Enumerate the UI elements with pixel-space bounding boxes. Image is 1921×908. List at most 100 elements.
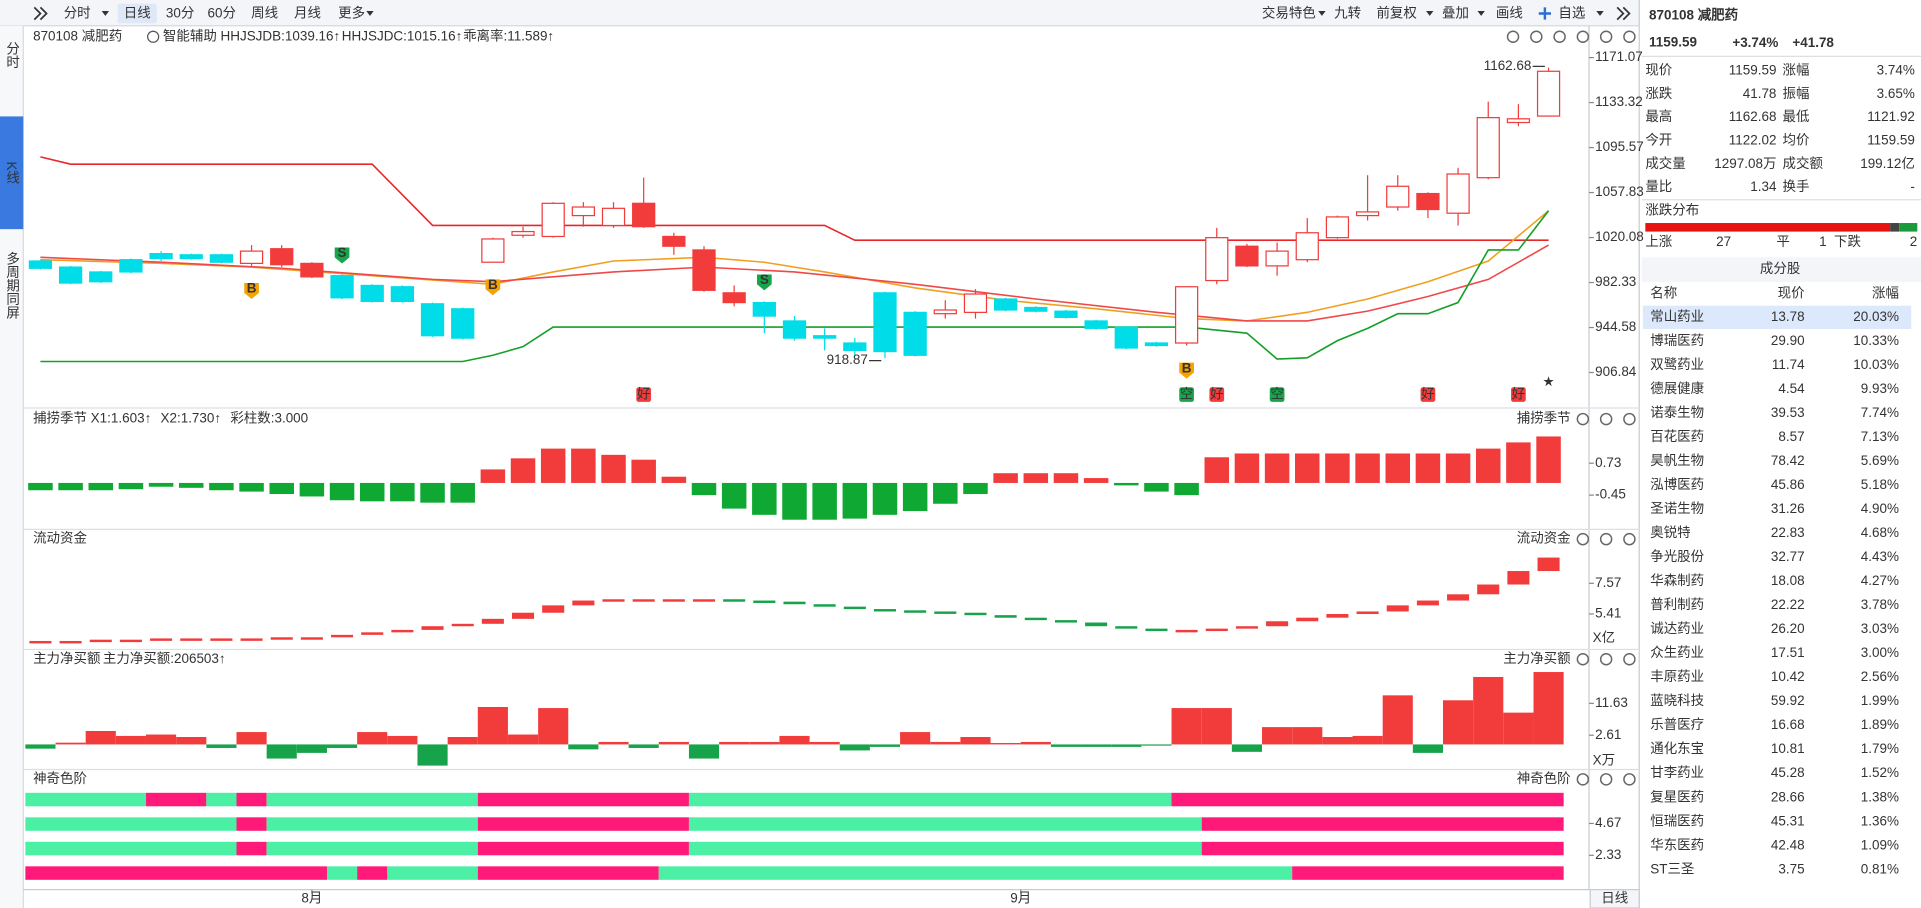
x-tick-label: 9月 (1010, 890, 1031, 905)
pane-icon[interactable] (1599, 653, 1613, 666)
table-cell[interactable]: 甘李药业 (1650, 765, 1704, 780)
pane-icon[interactable] (1623, 773, 1636, 786)
candle-body (1084, 320, 1108, 329)
table-cell[interactable]: 华森制药 (1650, 573, 1704, 588)
tool-button[interactable]: 交易特色 (1262, 5, 1316, 21)
signal-badge (244, 283, 259, 299)
dropdown (366, 11, 374, 16)
bar (1231, 744, 1263, 752)
bar (1262, 727, 1293, 745)
table-cell[interactable]: 圣诺生物 (1650, 501, 1704, 516)
y-tick-label: -0.45 (1595, 487, 1626, 502)
pane-icon[interactable] (1623, 30, 1636, 44)
table-cell[interactable]: 博瑞医药 (1650, 333, 1704, 348)
table-cell: 22.22 (1771, 597, 1805, 612)
table-cell[interactable]: 普利制药 (1650, 597, 1704, 612)
period-tab[interactable]: 周线 (251, 6, 278, 21)
table-cell[interactable]: 乐普医疗 (1650, 717, 1704, 732)
table-cell[interactable]: 诺泰生物 (1650, 405, 1704, 420)
bar (1536, 436, 1561, 483)
table-cell[interactable]: 泓博医药 (1650, 477, 1704, 492)
expand-icon[interactable] (1616, 6, 1631, 21)
bar (842, 482, 868, 519)
flow-bar (662, 599, 685, 602)
period-tab[interactable]: 更多 (338, 5, 365, 21)
tool-button[interactable]: 九转 (1334, 6, 1361, 21)
breadth-bar (1899, 223, 1918, 232)
pane-title-right: 主力净买额 (1503, 651, 1571, 666)
color-band (25, 817, 237, 831)
table-cell[interactable]: 丰原药业 (1650, 669, 1704, 684)
dropdown (1596, 11, 1604, 16)
period-tab[interactable]: 日线 (124, 6, 151, 21)
table-cell: 4.68% (1861, 525, 1899, 540)
tool-button[interactable]: 画线 (1496, 6, 1523, 21)
pane-icon[interactable] (1623, 653, 1636, 666)
candle-body (1476, 117, 1500, 179)
side-tab[interactable]: 分时 (4, 42, 20, 69)
table-cell[interactable]: 常山药业 (1650, 309, 1704, 324)
collapse-icon[interactable] (33, 6, 48, 21)
low-label: 918.87 (827, 352, 868, 367)
table-cell[interactable]: 华东医药 (1650, 837, 1704, 852)
period-tab[interactable]: 60分 (208, 6, 236, 21)
pane-icon[interactable] (1599, 412, 1613, 426)
table-cell[interactable]: 诚达药业 (1650, 621, 1704, 636)
candle-body (993, 298, 1018, 311)
period-tab[interactable]: 月线 (294, 6, 321, 21)
color-band (688, 792, 1172, 807)
table-cell[interactable]: 蓝晓科技 (1650, 693, 1704, 708)
table-cell: 10.42 (1771, 669, 1805, 684)
candle-body (1205, 237, 1229, 282)
table-cell[interactable]: 争光股份 (1650, 549, 1704, 564)
period-tab[interactable]: 30分 (166, 6, 194, 21)
table-cell[interactable]: 恒瑞医药 (1650, 813, 1704, 828)
table-cell: 1.52% (1861, 765, 1899, 780)
flow-bar (391, 629, 414, 633)
pane-icon[interactable] (1576, 30, 1590, 44)
bar (752, 482, 777, 515)
table-cell[interactable]: 复星医药 (1650, 788, 1704, 804)
signal-text: S (760, 272, 769, 287)
pane-icon[interactable] (1530, 30, 1543, 44)
bar (900, 732, 931, 745)
tool-button[interactable]: 叠加 (1442, 6, 1469, 21)
table-cell[interactable]: ST三圣 (1650, 861, 1695, 876)
pane-icon[interactable] (1506, 30, 1520, 44)
pane-icon[interactable] (1599, 30, 1613, 44)
pane-icon[interactable] (1599, 532, 1613, 546)
pane-icon[interactable] (1623, 532, 1636, 546)
signal-badge (334, 247, 350, 264)
tool-button[interactable]: 自选 (1558, 6, 1585, 21)
table-cell: 1.99% (1861, 693, 1899, 708)
table-cell[interactable]: 德展健康 (1650, 380, 1704, 396)
table-cell[interactable]: 奥锐特 (1650, 524, 1690, 540)
candle-body (933, 309, 957, 315)
pane-icon[interactable] (1553, 30, 1566, 44)
side-tab[interactable]: K线 (4, 162, 20, 185)
color-band (477, 792, 689, 807)
pane-icon[interactable] (1576, 773, 1590, 786)
pane-icon[interactable] (1599, 773, 1613, 786)
table-cell[interactable]: 双鹭药业 (1650, 357, 1704, 372)
table-cell[interactable]: 百花医药 (1650, 429, 1704, 444)
tool-button[interactable]: 前复权 (1376, 5, 1417, 21)
candle-body (873, 292, 897, 353)
quote-label: 振幅 (1783, 86, 1810, 101)
pane-icon[interactable] (1623, 412, 1636, 426)
dropdown (1426, 11, 1434, 16)
quote-value: 1159.59 (1867, 132, 1915, 147)
breadth-label: 下跌 (1834, 234, 1861, 249)
breadth-title: 涨跌分布 (1645, 202, 1699, 217)
table-cell[interactable]: 昊帆生物 (1650, 453, 1704, 468)
table-cell[interactable]: 众生药业 (1650, 645, 1704, 660)
pane-icon[interactable] (1576, 653, 1590, 666)
side-tab[interactable]: 多周期同屏 (4, 251, 20, 320)
table-cell[interactable]: 通化东宝 (1650, 741, 1704, 756)
assist-icon[interactable] (147, 30, 160, 43)
pane-icon[interactable] (1576, 532, 1590, 546)
pane-icon[interactable] (1576, 412, 1590, 426)
color-band (477, 841, 689, 856)
bar (1443, 700, 1474, 745)
period-tab[interactable]: 分时 (64, 6, 91, 21)
